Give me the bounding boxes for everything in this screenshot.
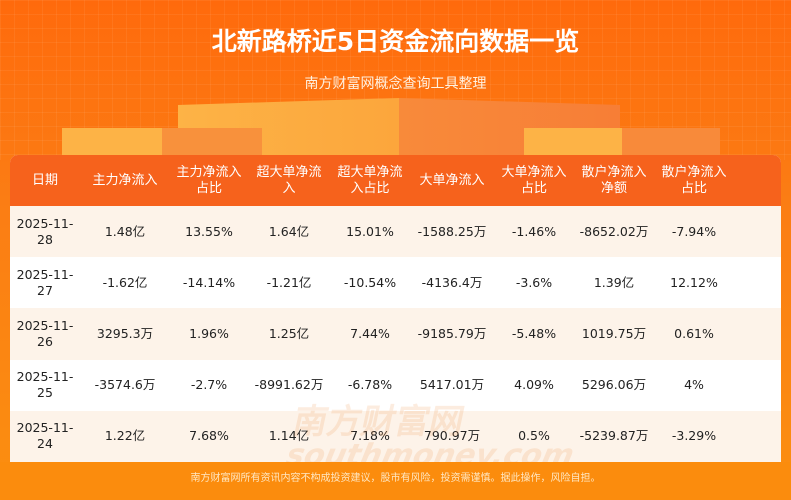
fund-flow-table: 日期 主力净流入 主力净流入 占比 超大单净流 入超大单净流 入占比 大单净流入 大单净流… [10, 155, 781, 462]
table-cell: -1588.25万 [417, 223, 487, 239]
table-cell: 2025-11-26 [16, 317, 74, 349]
table-header: 日期 主力净流入 主力净流入 占比 超大单净流 入超大单净流 入占比 大单净流入 大单净流… [10, 155, 781, 206]
page-subtitle: 南方财富网概念查询工具整理 [304, 76, 487, 92]
table-cell: 3295.3万 [96, 325, 154, 341]
table-cell: -4136.4万 [421, 274, 483, 290]
column-header: 大单净流入 [419, 172, 485, 188]
page-title: 北新路桥近5日资金流向数据一览 [211, 27, 580, 56]
table-cell: 1019.75万 [581, 325, 647, 341]
table-cell: -3574.6万 [94, 377, 156, 393]
table-cell: 1.14亿 [268, 428, 310, 444]
table-cell: 2025-11-28 [16, 215, 74, 247]
watermark-logo: 南方财富网 southmoney.com [282, 402, 584, 462]
table-cell: 790.97万 [423, 428, 481, 444]
table-cell: 1.48亿 [104, 223, 146, 239]
table-cell: 7.44% [350, 325, 390, 341]
table-row: 2025-11-25 -3574.6万 -2.7% -8991.62万 -6.78% 54… [10, 360, 781, 411]
table-cell: 2025-11-25 [16, 369, 74, 401]
table-row: 2025-11-26 3295.3万 1.96% 1.25亿 7.44% -9185.79… [10, 308, 781, 360]
table-row: 2025-11-27 -1.62亿 -14.14% -1.21亿 -10.54% -413… [10, 257, 781, 308]
table-cell: 1.96% [189, 325, 229, 341]
table-cell: 13.55% [185, 223, 233, 239]
column-header: 主力净流入 [92, 172, 158, 188]
table-cell: -8652.02万 [579, 223, 649, 239]
table-cell: 2025-11-27 [16, 266, 74, 298]
decor-block-left [62, 128, 262, 156]
table-cell: 1.64亿 [268, 223, 310, 239]
table-cell: 15.01% [346, 223, 394, 239]
table-cell: 7.18% [350, 428, 390, 444]
table-cell: 1.39亿 [593, 274, 635, 290]
table-cell: -3.6% [515, 274, 553, 290]
table-cell: 1.25亿 [268, 325, 310, 341]
table-cell: 4.09% [514, 377, 554, 393]
watermark-cn: 南方财富网 [289, 402, 468, 442]
table-cell: 0.5% [518, 428, 550, 444]
table-row: 2025-11-28 1.48亿 13.55% 1.64亿 15.01% -1588.25… [10, 206, 781, 258]
table-cell: 7.68% [189, 428, 229, 444]
table-cell: -5239.87万 [579, 428, 649, 444]
table-cell: 4% [684, 377, 704, 393]
table-cell: -1.62亿 [102, 274, 148, 290]
column-header: 超大单净流 入 [256, 164, 322, 196]
column-header: 散户净流入 净额 [581, 164, 647, 196]
table-cell: -7.94% [671, 223, 717, 239]
table-cell: -3.29% [671, 428, 717, 444]
decor-block-right [524, 128, 720, 156]
table-cell: -9185.79万 [417, 325, 487, 341]
table-cell: 1.22亿 [104, 428, 146, 444]
column-header: 散户净流入 占比 [661, 164, 727, 196]
table-cell: -5.48% [511, 325, 557, 341]
table-cell: 5296.06万 [581, 377, 647, 393]
column-header: 主力净流入 占比 [176, 164, 242, 196]
table-cell: 0.61% [674, 325, 714, 341]
column-header: 超大单净流 入占比 [337, 164, 403, 196]
table-cell: -8991.62万 [254, 377, 324, 393]
table-cell: 5417.01万 [419, 377, 485, 393]
column-header: 日期 [31, 172, 58, 188]
column-header: 大单净流入 占比 [501, 164, 567, 196]
table-cell: 12.12% [670, 274, 718, 290]
watermark-en: southmoney.com [282, 438, 578, 462]
table-cell: -10.54% [343, 274, 397, 290]
footer-disclaimer: 南方财富网所有资讯内容不构成投资建议，股市有风险，投资需谨慎。据此操作，风险自担… [0, 462, 791, 500]
table-cell: -2.7% [190, 377, 228, 393]
table-cell: -6.78% [347, 377, 393, 393]
table-row: 2025-11-24 1.22亿 7.68% 1.14亿 7.18% 790.97万 0.5… [10, 410, 781, 462]
table-cell: -1.46% [511, 223, 557, 239]
table-cell: -1.21亿 [266, 274, 312, 290]
table-cell: -14.14% [182, 274, 236, 290]
table-cell: 2025-11-24 [16, 420, 74, 452]
